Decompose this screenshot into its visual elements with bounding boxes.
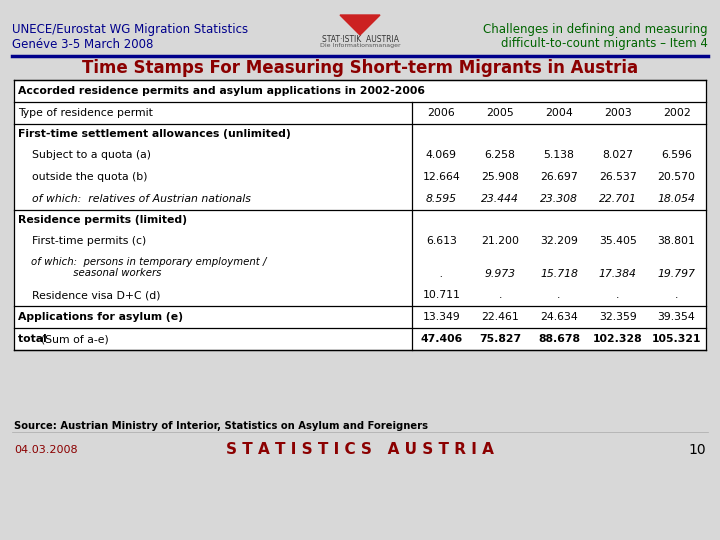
Text: 26.697: 26.697 <box>540 172 578 182</box>
Text: Residence visa D+C (d): Residence visa D+C (d) <box>18 290 161 300</box>
Text: .: . <box>557 290 561 300</box>
Text: 102.328: 102.328 <box>593 334 642 344</box>
Text: 13.349: 13.349 <box>423 312 460 322</box>
Text: 2006: 2006 <box>428 108 455 118</box>
Text: of which:  relatives of Austrian nationals: of which: relatives of Austrian national… <box>18 194 251 204</box>
Polygon shape <box>340 15 380 35</box>
Text: 88.678: 88.678 <box>538 334 580 344</box>
Text: (Sum of a-e): (Sum of a-e) <box>41 334 109 344</box>
Text: 25.908: 25.908 <box>481 172 519 182</box>
Text: .: . <box>616 290 619 300</box>
Text: 23.444: 23.444 <box>481 194 519 204</box>
Text: Genéve 3-5 March 2008: Genéve 3-5 March 2008 <box>12 37 153 51</box>
Text: 15.718: 15.718 <box>540 269 578 279</box>
Text: 75.827: 75.827 <box>479 334 521 344</box>
Text: total: total <box>18 334 50 344</box>
Text: 23.308: 23.308 <box>540 194 578 204</box>
Text: 38.801: 38.801 <box>657 236 696 246</box>
Text: Source: Austrian Ministry of Interior, Statistics on Asylum and Foreigners: Source: Austrian Ministry of Interior, S… <box>14 421 428 431</box>
Text: First-time permits (c): First-time permits (c) <box>18 236 146 246</box>
Text: 105.321: 105.321 <box>652 334 701 344</box>
Text: S T A T I S T I C S   A U S T R I A: S T A T I S T I C S A U S T R I A <box>226 442 494 457</box>
Text: difficult-to-count migrants – Item 4: difficult-to-count migrants – Item 4 <box>501 37 708 51</box>
Text: Accorded residence permits and asylum applications in 2002-2006: Accorded residence permits and asylum ap… <box>18 86 425 96</box>
Text: .: . <box>498 290 502 300</box>
Text: Die Informationsmanager: Die Informationsmanager <box>320 44 400 49</box>
Text: 12.664: 12.664 <box>423 172 460 182</box>
Text: 2004: 2004 <box>545 108 573 118</box>
Text: Time Stamps For Measuring Short-term Migrants in Austria: Time Stamps For Measuring Short-term Mig… <box>82 59 638 77</box>
Text: 5.138: 5.138 <box>544 150 575 160</box>
Text: Applications for asylum (e): Applications for asylum (e) <box>18 312 183 322</box>
Text: 04.03.2008: 04.03.2008 <box>14 445 78 455</box>
Text: 10.711: 10.711 <box>423 290 460 300</box>
Text: 10: 10 <box>688 443 706 457</box>
Text: 17.384: 17.384 <box>599 269 636 279</box>
Text: of which:  persons in temporary employment /: of which: persons in temporary employmen… <box>18 257 266 267</box>
Text: 8.027: 8.027 <box>602 150 634 160</box>
Text: 19.797: 19.797 <box>657 269 696 279</box>
Bar <box>14 80 706 350</box>
Text: 2003: 2003 <box>604 108 631 118</box>
Text: 32.359: 32.359 <box>599 312 636 322</box>
Text: 47.406: 47.406 <box>420 334 462 344</box>
Text: Subject to a quota (a): Subject to a quota (a) <box>18 150 151 160</box>
Text: seasonal workers: seasonal workers <box>18 268 161 278</box>
Text: 9.973: 9.973 <box>485 269 516 279</box>
Text: Type of residence permit: Type of residence permit <box>18 108 153 118</box>
Text: .: . <box>675 290 678 300</box>
Text: 26.537: 26.537 <box>599 172 636 182</box>
Text: 22.701: 22.701 <box>599 194 636 204</box>
Text: 24.634: 24.634 <box>540 312 578 322</box>
Text: First-time settlement allowances (unlimited): First-time settlement allowances (unlimi… <box>18 129 291 139</box>
Text: 35.405: 35.405 <box>599 236 636 246</box>
Text: 2005: 2005 <box>486 108 514 118</box>
Text: Challenges in defining and measuring: Challenges in defining and measuring <box>483 24 708 37</box>
Text: 18.054: 18.054 <box>657 194 696 204</box>
Text: 4.069: 4.069 <box>426 150 456 160</box>
Text: 20.570: 20.570 <box>657 172 696 182</box>
Text: .: . <box>439 269 443 279</box>
Text: 6.596: 6.596 <box>661 150 692 160</box>
Text: UNECE/Eurostat WG Migration Statistics: UNECE/Eurostat WG Migration Statistics <box>12 24 248 37</box>
Text: outside the quota (b): outside the quota (b) <box>18 172 148 182</box>
Text: 8.595: 8.595 <box>426 194 456 204</box>
Text: 32.209: 32.209 <box>540 236 578 246</box>
Text: 21.200: 21.200 <box>481 236 519 246</box>
Text: 39.354: 39.354 <box>657 312 696 322</box>
Text: STAT·ISTIK  AUSTRIA: STAT·ISTIK AUSTRIA <box>322 36 398 44</box>
Text: 22.461: 22.461 <box>481 312 519 322</box>
Text: Residence permits (limited): Residence permits (limited) <box>18 215 187 225</box>
Text: 6.613: 6.613 <box>426 236 456 246</box>
Text: 6.258: 6.258 <box>485 150 516 160</box>
Text: 2002: 2002 <box>662 108 690 118</box>
